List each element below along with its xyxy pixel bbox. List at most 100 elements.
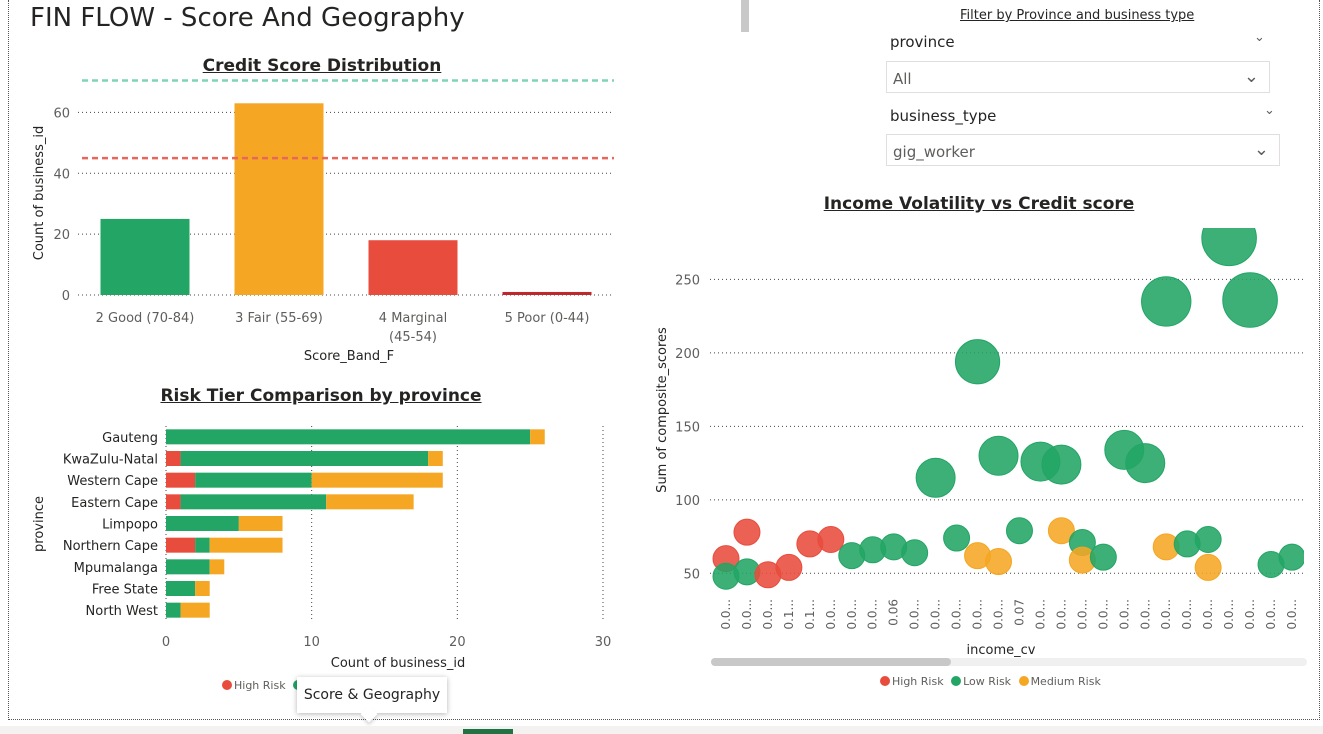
y-tick-label: Mpumalanga bbox=[74, 561, 158, 576]
x-tick-label: 0.1... bbox=[782, 599, 796, 630]
x-tick-label: 0.0... bbox=[1159, 599, 1173, 630]
page-tab-bar bbox=[0, 726, 1323, 734]
bar-segment[interactable] bbox=[428, 451, 443, 466]
x-tick-label: 0.0... bbox=[740, 599, 754, 630]
bar-segment[interactable] bbox=[166, 559, 210, 575]
business-type-dropdown[interactable]: gig_worker ⌄ bbox=[886, 134, 1280, 166]
filter-caption: Filter by Province and business type bbox=[960, 8, 1195, 23]
scatter-point[interactable] bbox=[1005, 517, 1033, 545]
bar-segment[interactable] bbox=[166, 581, 196, 596]
bar-segment[interactable] bbox=[180, 602, 210, 618]
legend-item-high-risk[interactable]: High Risk bbox=[880, 675, 944, 688]
y-axis-title: Sum of composite_scores bbox=[655, 327, 670, 493]
horizontal-scrollbar[interactable] bbox=[711, 658, 1307, 666]
bar-segment[interactable] bbox=[180, 494, 327, 510]
scatter-point[interactable] bbox=[817, 526, 845, 554]
x-tick-label: 0.07 bbox=[1012, 599, 1026, 626]
scatter-point[interactable] bbox=[775, 553, 803, 581]
x-tick-label: 0.0... bbox=[1243, 599, 1257, 630]
scatter-point[interactable] bbox=[943, 524, 971, 552]
bar[interactable] bbox=[234, 103, 324, 295]
y-tick-label: Gauteng bbox=[102, 431, 158, 446]
y-tick-label: Limpopo bbox=[102, 518, 158, 533]
bar-segment[interactable] bbox=[209, 559, 225, 575]
bar-segment[interactable] bbox=[195, 537, 210, 553]
scroll-thumb[interactable] bbox=[711, 658, 951, 666]
x-tick-label: 0.0... bbox=[950, 599, 964, 630]
province-slicer-label: province bbox=[890, 33, 955, 51]
risk-tier-chart-title: Risk Tier Comparison by province bbox=[160, 386, 482, 406]
y-axis-title: province bbox=[32, 496, 47, 552]
bar-segment[interactable] bbox=[195, 581, 210, 596]
bar[interactable] bbox=[100, 218, 190, 295]
volatility-legend: High Risk Low Risk Medium Risk bbox=[880, 675, 1105, 688]
bar-segment[interactable] bbox=[166, 451, 181, 466]
legend-dot-icon bbox=[222, 680, 232, 690]
x-tick-label: 4 Marginal (45-54) bbox=[379, 311, 447, 345]
x-tick-label: 5 Poor (0-44) bbox=[505, 311, 590, 326]
bar-segment[interactable] bbox=[326, 494, 414, 510]
x-tick-label: 0.0... bbox=[1054, 599, 1068, 630]
scatter-point[interactable] bbox=[1047, 517, 1075, 545]
legend-dot-icon bbox=[880, 676, 890, 686]
legend-item-low-risk[interactable]: Low Risk bbox=[951, 675, 1011, 688]
bar-segment[interactable] bbox=[238, 516, 283, 531]
scatter-point[interactable] bbox=[1125, 443, 1166, 484]
business-type-slicer-label: business_type bbox=[890, 107, 997, 125]
x-tick-label: 0.0... bbox=[992, 599, 1006, 630]
bar-segment[interactable] bbox=[166, 516, 239, 531]
scatter-point[interactable] bbox=[1141, 276, 1192, 327]
scatter-point[interactable] bbox=[978, 435, 1019, 476]
scatter-point[interactable] bbox=[1041, 444, 1082, 485]
scatter-point[interactable] bbox=[1222, 272, 1278, 328]
vertical-scroll-thumb[interactable] bbox=[741, 0, 749, 32]
legend-item-high-risk[interactable]: High Risk bbox=[222, 679, 286, 692]
scatter-point[interactable] bbox=[901, 539, 929, 567]
bar-segment[interactable] bbox=[166, 472, 196, 488]
x-axis-title: Count of business_id bbox=[331, 656, 465, 671]
page-tab-tooltip: Score & Geography bbox=[297, 677, 447, 713]
scatter-point[interactable] bbox=[1201, 211, 1257, 267]
x-tick-label: 0.0... bbox=[866, 599, 880, 630]
bar-segment[interactable] bbox=[180, 451, 429, 466]
bar-segment[interactable] bbox=[311, 472, 443, 488]
province-dropdown-value: All bbox=[893, 70, 912, 88]
legend-item-medium-risk[interactable]: Medium Risk bbox=[1018, 675, 1101, 688]
bar-segment[interactable] bbox=[166, 494, 181, 510]
bar-segment[interactable] bbox=[195, 472, 312, 488]
chevron-down-icon[interactable]: ⌄ bbox=[1264, 103, 1275, 118]
scatter-point[interactable] bbox=[954, 339, 1001, 385]
x-tick-label: 2 Good (70-84) bbox=[96, 311, 195, 326]
bar[interactable] bbox=[368, 240, 458, 295]
y-tick-label: Northern Cape bbox=[63, 539, 158, 554]
scatter-point[interactable] bbox=[733, 518, 761, 546]
legend-dot-icon bbox=[1018, 676, 1029, 686]
scatter-point[interactable] bbox=[1278, 543, 1305, 571]
page-title: FIN FLOW - Score And Geography bbox=[30, 3, 465, 33]
scatter-point[interactable] bbox=[1194, 526, 1222, 554]
scatter-plot-area bbox=[712, 211, 1305, 590]
bar-segment[interactable] bbox=[530, 429, 545, 445]
y-tick-label: 200 bbox=[675, 347, 700, 362]
scatter-point[interactable] bbox=[915, 457, 956, 498]
y-tick-label: North West bbox=[86, 604, 158, 619]
scatter-point[interactable] bbox=[985, 548, 1013, 576]
chevron-down-icon: ⌄ bbox=[1253, 139, 1269, 160]
scatter-point[interactable] bbox=[1194, 553, 1222, 581]
x-tick-label: 0.0... bbox=[929, 599, 943, 630]
bar-segment[interactable] bbox=[209, 537, 283, 553]
y-tick-label: 40 bbox=[53, 167, 70, 182]
bar-segment[interactable] bbox=[166, 429, 531, 445]
chevron-down-icon[interactable]: ⌄ bbox=[1254, 30, 1265, 45]
x-tick-label: 0.0... bbox=[1096, 599, 1110, 630]
bar-segment[interactable] bbox=[166, 602, 181, 618]
bar[interactable] bbox=[502, 291, 592, 295]
scatter-point[interactable] bbox=[1089, 543, 1117, 571]
y-tick-label: KwaZulu-Natal bbox=[63, 453, 158, 468]
active-page-tab[interactable] bbox=[463, 729, 513, 734]
bar-segment[interactable] bbox=[166, 537, 196, 553]
province-dropdown[interactable]: All ⌄ bbox=[886, 61, 1270, 93]
